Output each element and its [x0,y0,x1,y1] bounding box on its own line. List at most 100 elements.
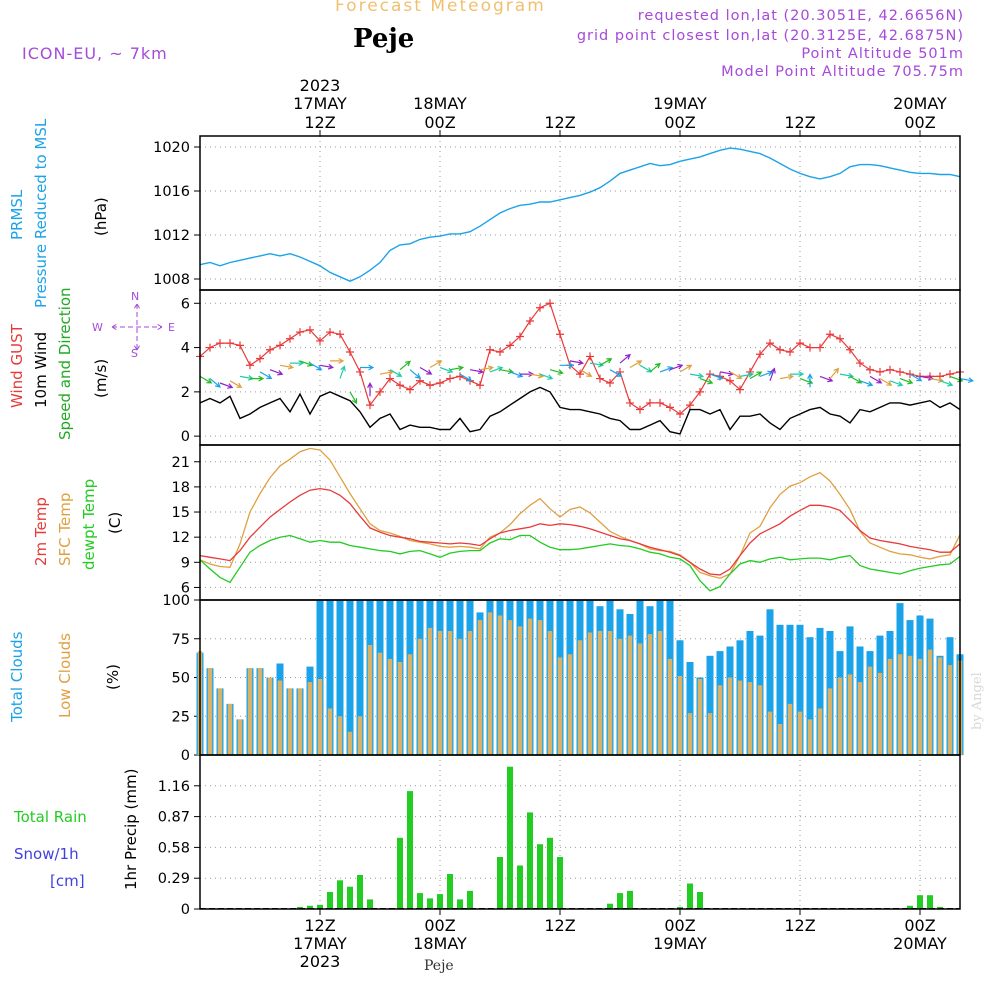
top-date-label: 19MAY [653,94,707,113]
low-cloud-bar [587,632,593,755]
y-tick-label: 0 [181,429,190,445]
wind-direction-arrow [219,382,234,389]
gust-marker [236,341,244,350]
wind-direction-arrow [909,373,923,382]
wind-direction-arrow [399,360,411,371]
low-cloud-bar [297,688,303,755]
total-cloud-bar [326,600,334,755]
wind-direction-arrow [239,375,255,381]
gust-marker [656,398,664,407]
gust-marker [406,385,414,394]
wind-direction-arrow [299,360,314,367]
wind-direction-arrow [779,374,795,380]
y-tick-label: 21 [172,455,190,471]
y-tick-label: 15 [172,505,190,521]
low-cloud-bar [817,708,823,755]
rain-bar [927,895,933,909]
gust-marker [516,332,524,341]
low-cloud-bar [237,719,243,755]
gust-marker [436,379,444,387]
rain-label: Total Rain [14,808,87,826]
total-cloud-bar [796,624,804,755]
wind-direction-arrow [849,375,863,384]
wind-direction-arrow [839,372,855,379]
wind-direction-arrow [379,369,395,376]
low-cloud-bar [807,719,813,755]
rain-bar [627,890,633,909]
rain-bar [407,791,413,909]
wind-direction-arrow [879,378,893,386]
gust-marker [486,345,494,354]
rain-bar [457,899,463,909]
y-tick-label: 6 [181,296,190,312]
wind-direction-arrow [639,364,653,373]
bottom-year-label: 2023 [300,952,341,971]
gust-marker [496,348,504,356]
y-tick-label: 0 [181,902,190,918]
compass-w: W [92,321,103,334]
total-cloud-bar [346,600,354,755]
low-cloud-bar [267,677,273,755]
low-cloud-bar [767,711,773,755]
wind-direction-arrow [560,362,575,369]
low-cloud-bar [227,703,233,755]
rain-bar [297,906,303,909]
low-cloud-bar [737,680,743,755]
y-tick-label: 0.29 [158,871,190,887]
wind-direction-arrow [367,382,373,397]
wind-direction-arrow [709,373,724,380]
gust-marker [876,367,884,376]
low-cloud-bar [947,665,953,755]
panel-frame [199,754,961,910]
gust-marker [326,328,334,337]
sfc-temp-line [199,447,961,579]
wind-direction-arrow [869,375,883,384]
gust-marker [286,334,294,343]
total-cloud-bar [776,624,784,755]
total-cloud-bar [816,627,824,755]
low-cloud-bar [497,615,503,755]
wind-direction-arrow [629,360,643,369]
requested-coords: requested lon,lat (20.3051E, 42.6656N) [637,8,964,24]
low-cloud-bar [777,724,783,755]
gust-marker [506,341,514,350]
rain-bar [687,883,693,909]
y-tick-label: 0 [181,748,190,764]
total-cloud-bar [786,624,794,755]
rain-bar [917,895,923,909]
low-cloud-bar [747,682,753,755]
gust-marker [826,330,834,339]
wind-direction-arrow [330,357,345,364]
low-cloud-bar [837,677,843,755]
low-cloud-bar [467,631,473,755]
wind-direction-arrow [807,373,813,388]
low-cloud-bar [847,674,853,755]
top-time-label: 00Z [424,113,455,132]
bottom-date-label: 19MAY [653,934,707,953]
gust-marker [686,401,694,410]
y-tick-label: 12 [172,530,190,546]
wind-direction-arrow [389,369,403,377]
gust-marker [586,352,594,361]
gust-marker [606,379,614,387]
rain-bar [357,875,363,909]
gust-marker [796,339,804,348]
rain-bar [617,893,623,909]
low-cloud-bar [417,638,423,756]
low-cloud-bar [247,668,253,755]
gust-marker [726,376,734,385]
wind-direction-arrow [790,371,805,378]
low-cloud-bar [557,657,563,755]
y-tick-label: 25 [172,709,190,725]
rain-bar [317,904,323,909]
y-tick-label: 0.87 [158,810,190,826]
wind-direction-arrow [649,362,661,373]
wind-direction-arrow [769,367,776,382]
wind-direction-arrow [409,369,421,379]
gust-marker [366,401,374,410]
gust-marker [216,339,224,348]
snow-unit: [cm] [50,872,85,890]
wind-direction-arrow [229,380,243,388]
gust-marker [356,367,364,376]
